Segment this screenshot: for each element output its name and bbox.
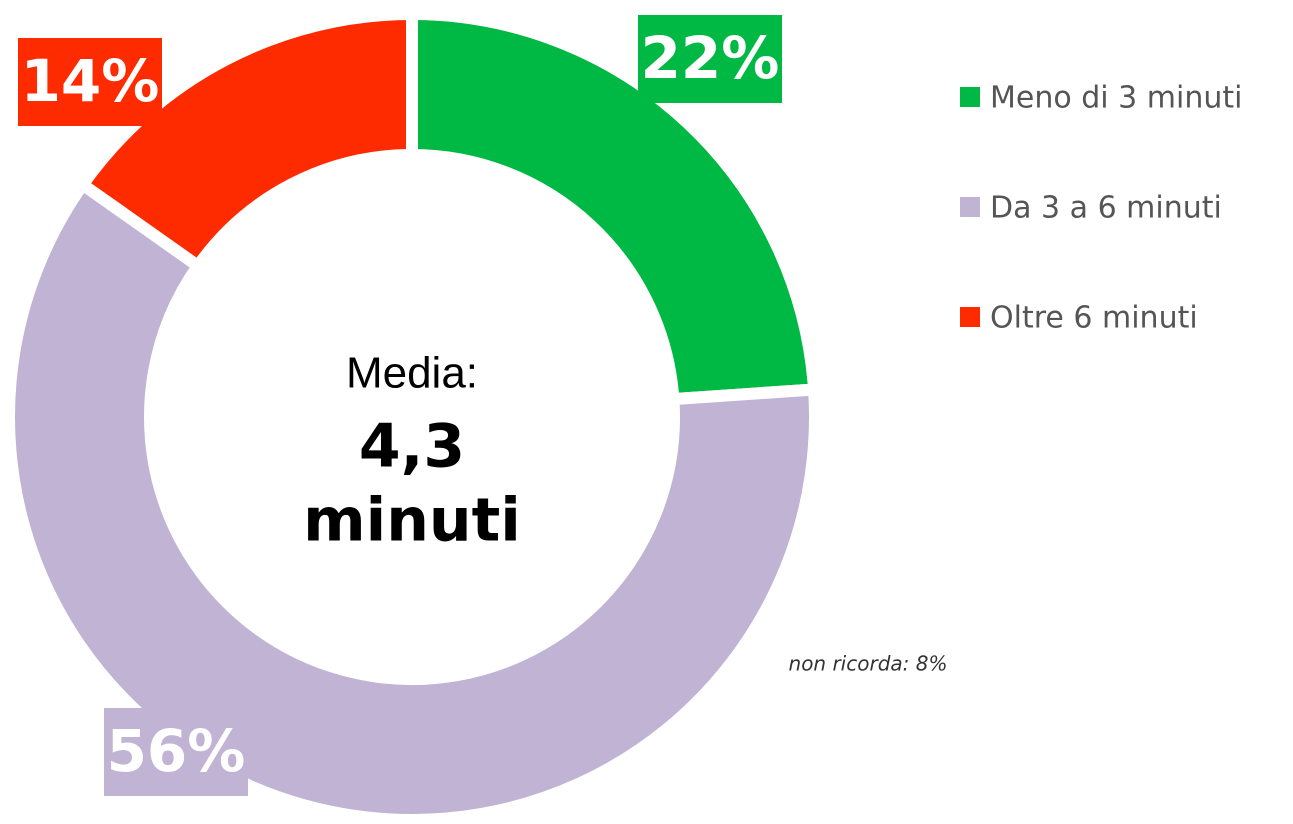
legend-label: Meno di 3 minuti — [990, 81, 1242, 116]
value-label: 56% — [107, 717, 246, 785]
value-label: 14% — [21, 47, 160, 115]
donut: 22% 56% 14% Meno di 3 minuti Da 3 a 6 minuti… — [3, 7, 1242, 824]
legend-swatch — [960, 307, 980, 327]
center-label: Media: — [346, 349, 478, 398]
value-label-box — [638, 15, 782, 103]
center-value: minuti — [303, 486, 521, 556]
center-value: 4,3 — [359, 412, 465, 482]
value-label: 22% — [641, 24, 780, 92]
legend-label: Da 3 a 6 minuti — [990, 191, 1222, 226]
legend-swatch — [960, 197, 980, 217]
value-label-box — [18, 38, 162, 126]
donut-segment — [3, 176, 821, 824]
value-label-box — [104, 708, 248, 796]
legend-swatch — [960, 87, 980, 107]
annotation: non ricorda: 8% — [789, 652, 948, 676]
donut-segment — [406, 7, 821, 406]
legend-label: Oltre 6 minuti — [990, 301, 1198, 336]
